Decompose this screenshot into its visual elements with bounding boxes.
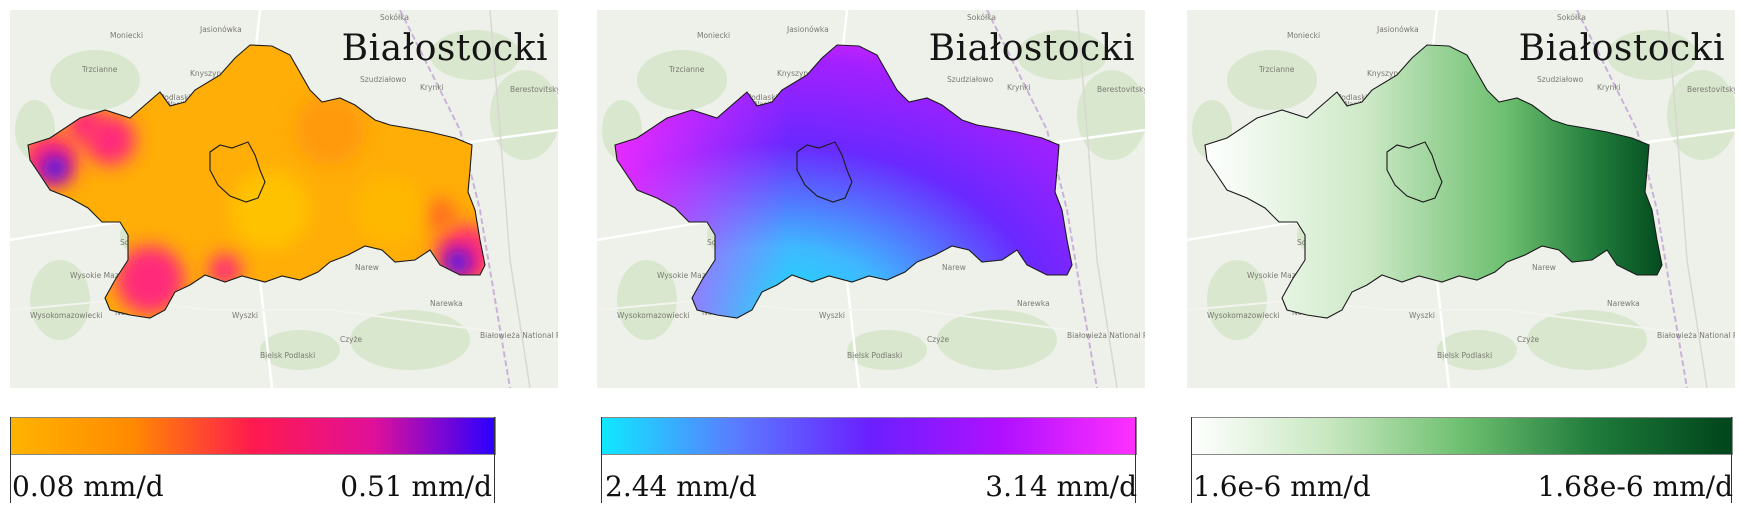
basemap-label: Białowieża National Park — [1657, 331, 1735, 340]
basemap-label: Jasionówka — [1376, 25, 1419, 34]
basemap-label: Bielsk Podlaski — [1437, 351, 1492, 360]
basemap-label: Wyszki — [819, 311, 845, 320]
panel-2: Moniecki Jasionówka Sokółka Trzcianne Knyszy… — [597, 0, 1145, 518]
basemap-label: Bielsk Podlaski — [847, 351, 902, 360]
district-outline — [1204, 44, 1663, 319]
basemap-label: Czyże — [927, 335, 950, 344]
basemap-label: Wysokie Mazowieckie — [1247, 271, 1329, 280]
basemap-label: Wysokomazowiecki — [30, 311, 103, 320]
basemap-label: Krynki — [1007, 83, 1031, 92]
basemap-label: Narewka — [1607, 299, 1640, 308]
colorbar-min-tick — [10, 417, 11, 503]
basemap-label: Trzcianne — [81, 65, 118, 74]
district-outline — [27, 44, 486, 319]
basemap-label: Jasionówka — [786, 25, 829, 34]
basemap-label: Wyszki — [232, 311, 258, 320]
basemap-label: Podlaski — [747, 93, 778, 102]
basemap-label: Berestovitsky rayon — [1097, 85, 1145, 94]
city-outline — [209, 141, 266, 203]
basemap-label: Sokółka — [967, 13, 996, 22]
basemap: Moniecki Jasionówka Sokółka Trzcianne Knyszy… — [1187, 10, 1735, 388]
basemap-label: Berestovitsky rayon — [1687, 85, 1735, 94]
basemap-label: Podlaski — [160, 93, 191, 102]
basemap-label: Szudziałowo — [360, 75, 407, 84]
district-title: Białostocki — [341, 28, 548, 69]
colorbar-min-label: 2.44 mm/d — [605, 470, 757, 503]
basemap-label: Narewka — [430, 299, 463, 308]
basemap-label: Krynki — [1597, 83, 1621, 92]
basemap-label: Narew — [1532, 263, 1556, 272]
colorbar-max-tick — [494, 417, 495, 503]
basemap-label: Wyszki — [1409, 311, 1435, 320]
city-outline — [1386, 141, 1443, 203]
colorbar-max-label: 1.68e-6 mm/d — [1537, 470, 1733, 503]
basemap-label: Moniecki — [1287, 31, 1320, 40]
basemap: Moniecki Jasionówka Sokółka Trzcianne Knyszy… — [597, 10, 1145, 388]
map-3: Moniecki Jasionówka Sokółka Trzcianne Knyszy… — [1187, 10, 1735, 388]
basemap-label: Sokółka — [1557, 13, 1586, 22]
basemap-label: Wysokomazowiecki — [1207, 311, 1280, 320]
basemap-label: Białowieża National Park — [480, 331, 558, 340]
basemap-label: Sokółka — [380, 13, 409, 22]
colorbar — [10, 417, 496, 455]
panel-1: Moniecki Jasionówka Sokółka Trzcianne Knyszy… — [10, 0, 558, 518]
colorbar-max-tick — [1135, 417, 1136, 503]
colorbar — [601, 417, 1137, 455]
panel-3: Moniecki Jasionówka Sokółka Trzcianne Knyszy… — [1187, 0, 1735, 518]
basemap-label: Szudziałowo — [947, 75, 994, 84]
basemap-label: Knyszyn — [1367, 69, 1398, 78]
basemap-label: Trzcianne — [1258, 65, 1295, 74]
basemap-label: Wysokomazowiecki — [617, 311, 690, 320]
colorbar-max-label: 3.14 mm/d — [985, 470, 1137, 503]
basemap-label: Jasionówka — [199, 25, 242, 34]
basemap-label: Narewka — [1017, 299, 1050, 308]
city-outline — [796, 141, 853, 203]
district-title: Białostocki — [1518, 28, 1725, 69]
colorbar-min-tick — [1191, 417, 1192, 503]
basemap-label: Białowieża National Park — [1067, 331, 1145, 340]
basemap-label: Knyszyn — [190, 69, 221, 78]
district-title: Białostocki — [928, 28, 1135, 69]
basemap-label: Narew — [942, 263, 966, 272]
colorbar-min-label: 0.08 mm/d — [12, 470, 164, 503]
district-outline — [614, 44, 1073, 319]
basemap-label: Wysokie Mazowieckie — [657, 271, 739, 280]
colorbar-min-tick — [601, 417, 602, 503]
basemap-label: Narew — [355, 263, 379, 272]
basemap-label: Szudziałowo — [1537, 75, 1584, 84]
basemap-label: Moniecki — [110, 31, 143, 40]
basemap: Moniecki Jasionówka Sokółka Trzcianne Knyszy… — [10, 10, 558, 388]
map-1: Moniecki Jasionówka Sokółka Trzcianne Knyszy… — [10, 10, 558, 388]
basemap-label: Moniecki — [697, 31, 730, 40]
colorbar — [1191, 417, 1733, 455]
basemap-label: Berestovitsky rayon — [510, 85, 558, 94]
colorbar-max-label: 0.51 mm/d — [340, 470, 492, 503]
basemap-label: Trzcianne — [668, 65, 705, 74]
basemap-label: Krynki — [420, 83, 444, 92]
basemap-label: Bielsk Podlaski — [260, 351, 315, 360]
colorbar-min-label: 1.6e-6 mm/d — [1193, 470, 1371, 503]
basemap-label: Knyszyn — [777, 69, 808, 78]
colorbar-max-tick — [1731, 417, 1732, 503]
map-2: Moniecki Jasionówka Sokółka Trzcianne Knyszy… — [597, 10, 1145, 388]
basemap-label: Czyże — [340, 335, 363, 344]
basemap-label: Wysokie Mazowieckie — [70, 271, 152, 280]
basemap-label: Podlaski — [1337, 93, 1368, 102]
basemap-label: Czyże — [1517, 335, 1540, 344]
